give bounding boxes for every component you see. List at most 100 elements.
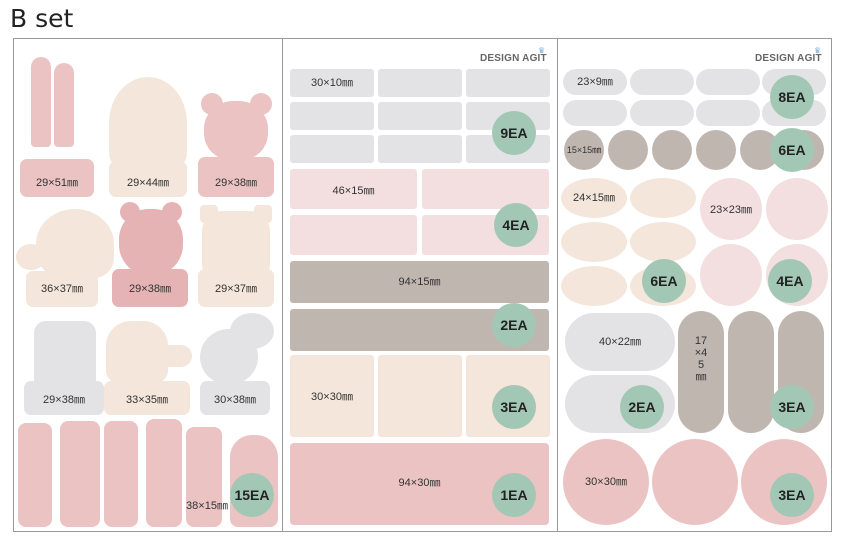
oval-sticker [630,178,696,218]
quantity-badge: 2EA [492,303,536,347]
size-label: 40×22㎜ [599,336,641,348]
dino-sticker [104,381,190,415]
sticker-sheet: 29×51㎜ 29×44㎜ 29×38㎜ 36×37㎜ 29×38㎜ 29×37… [13,38,832,532]
quantity-badge: 6EA [642,259,686,303]
quantity-badge: 4EA [768,259,812,303]
quantity-badge: 6EA [770,128,814,172]
quantity-badge: 15EA [230,473,274,517]
pill-sticker [630,100,694,126]
page-title: B set [10,4,74,33]
size-label: 23×23㎜ [710,204,752,216]
size-label: 29×44㎜ [127,177,169,189]
crown-icon: ♛ [538,46,546,55]
tall-sticker [60,421,100,527]
quantity-badge: 3EA [770,385,814,429]
brand-logo: DESIGN AGIT [755,53,822,64]
square-sticker [290,355,374,437]
dino-sticker [154,345,192,367]
oval-sticker [561,266,627,306]
square-sticker [378,355,462,437]
quantity-badge: 2EA [620,385,664,429]
quantity-badge: 4EA [494,203,538,247]
brand-logo: DESIGN AGIT [480,53,547,64]
rect-sticker [290,135,374,163]
quantity-badge: 3EA [492,385,536,429]
circle-sticker [608,130,648,170]
rabbit-sticker [31,57,51,147]
rect-sticker [466,69,550,97]
chick-sticker [200,381,270,415]
size-label: 24×15㎜ [573,192,615,204]
pill-sticker [630,69,694,95]
size-label: 30×10㎜ [311,77,353,89]
circle-sticker [652,130,692,170]
rect-sticker [378,135,462,163]
vertical-pill-sticker [728,311,774,433]
size-label: 29×38㎜ [129,283,171,295]
dog-sticker [16,244,46,270]
pill-sticker [696,69,760,95]
size-label: 94×30㎜ [398,477,441,489]
size-label: 29×38㎜ [43,394,85,406]
size-label: 38×15㎜ [186,500,228,512]
tall-sticker [18,423,52,527]
size-label: 30×38㎜ [214,394,256,406]
size-label: 33×35㎜ [126,394,168,406]
crown-sticker [24,381,104,415]
bear-sticker [204,101,268,161]
round-head-sticker [109,77,187,169]
stadium-sticker [565,313,675,371]
cat-sticker [202,211,270,275]
oval-sticker [561,222,627,262]
vertical-pill-sticker [678,311,724,433]
pill-sticker [563,69,627,95]
size-label: 29×51㎜ [36,177,78,189]
size-label: 94×15㎜ [398,276,441,288]
rect-sticker [290,102,374,130]
round-head-sticker [109,161,187,197]
size-label: 17×45㎜ [694,335,708,383]
pill-sticker [563,100,627,126]
size-label: 30×30㎜ [585,476,627,488]
bear-sticker [112,269,188,307]
panel-divider [282,39,283,531]
tall-sticker [104,421,138,527]
circle-sticker [564,130,604,170]
size-label: 23×9㎜ [577,76,613,88]
size-label: 29×37㎜ [215,283,257,295]
circle-sticker [563,439,649,525]
tall-sticker [146,419,182,527]
circle-sticker [652,439,738,525]
panel-divider [557,39,558,531]
size-label: 30×30㎜ [311,391,353,403]
rect-sticker [290,169,417,209]
oval-sticker [561,178,627,218]
rect-sticker [378,102,462,130]
quantity-badge: 9EA [492,111,536,155]
circle-sticker [766,178,828,240]
circle-sticker [696,130,736,170]
chick-sticker [230,313,274,349]
size-label: 46×15㎜ [332,185,375,197]
pill-sticker [696,100,760,126]
rabbit-sticker [54,63,74,147]
size-label: 29×38㎜ [215,177,257,189]
quantity-badge: 3EA [770,473,814,517]
bear-sticker [119,209,183,275]
circle-sticker [700,244,762,306]
circle-sticker [700,178,762,240]
rect-sticker [290,69,374,97]
rect-sticker [422,169,549,209]
quantity-badge: 8EA [770,75,814,119]
dog-sticker [36,209,114,279]
rabbit-sticker [20,159,94,197]
cat-sticker [198,269,274,307]
rect-sticker [290,261,549,303]
rect-sticker [290,215,417,255]
rect-sticker [378,69,462,97]
quantity-badge: 1EA [492,473,536,517]
oval-sticker [630,222,696,262]
size-label: 15×15㎜ [566,145,602,155]
tall-sticker [186,427,222,527]
crown-sticker [34,321,96,385]
